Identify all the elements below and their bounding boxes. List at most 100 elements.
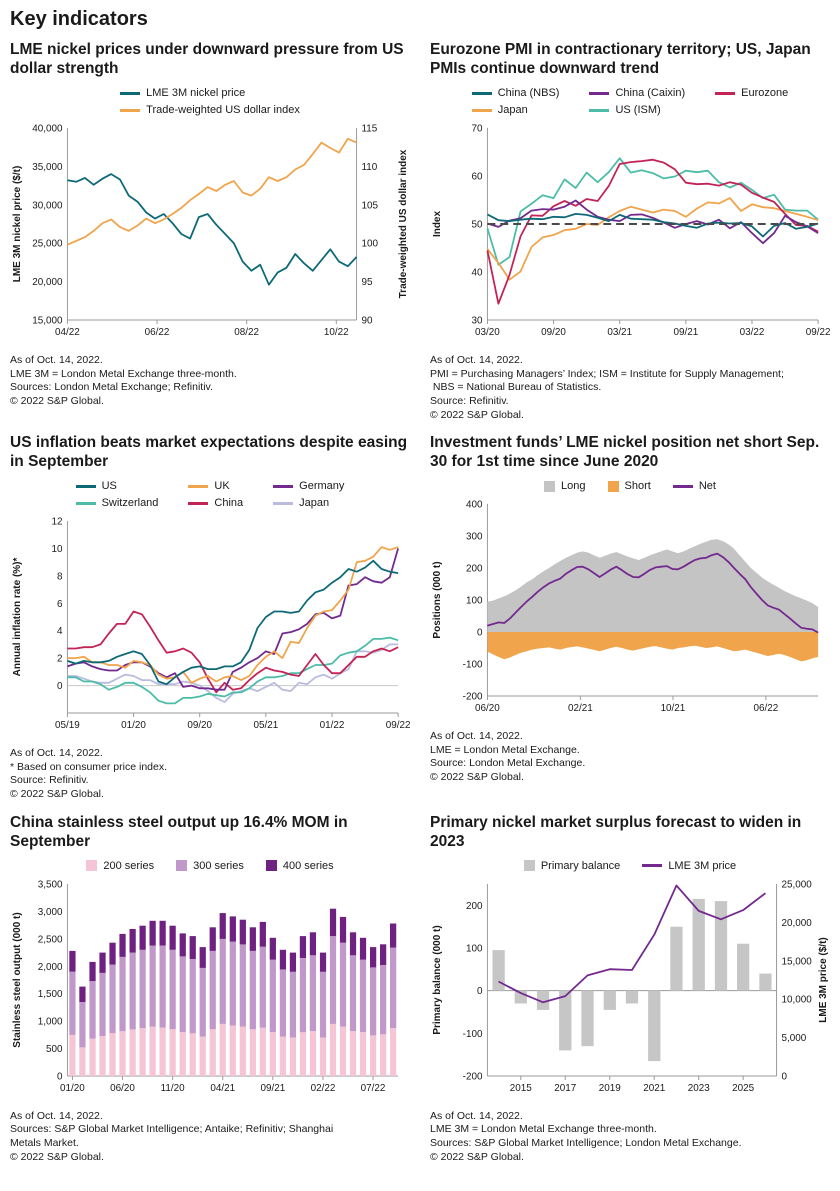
- panel-stainless-output: China stainless steel output up 16.4% MO…: [10, 814, 410, 1165]
- svg-text:-100: -100: [463, 660, 483, 671]
- japan-swatch: [273, 501, 294, 505]
- legend-label: China: [214, 497, 244, 510]
- svg-text:30: 30: [471, 315, 482, 326]
- series-us: [67, 560, 399, 686]
- svg-text:06/22: 06/22: [753, 703, 778, 714]
- svg-text:06/22: 06/22: [145, 327, 170, 338]
- series-japan: [486, 197, 819, 281]
- legend-item-uk: UK: [188, 480, 230, 493]
- legend-label: China (Caixin): [615, 87, 686, 99]
- legend-label: China (NBS): [497, 87, 560, 99]
- svg-text:1,500: 1,500: [38, 989, 63, 1000]
- lme-3m-price-swatch: [642, 864, 663, 868]
- svg-text:20,000: 20,000: [781, 918, 812, 929]
- nickel-balance-chart: -200 -100 0 100 200 0 5,000 10,000 15,000 20,000 2…: [432, 879, 829, 1094]
- panel-title: US inflation beats market expectations d…: [10, 434, 408, 471]
- legend-label: Japan: [299, 497, 330, 510]
- series-short: [487, 632, 819, 662]
- short-swatch: [607, 480, 619, 492]
- svg-text:70: 70: [471, 123, 482, 134]
- series-lme-3m-nickel-price: [67, 173, 358, 286]
- svg-text:3,500: 3,500: [38, 879, 63, 890]
- lme-positions-chart: -200 -100 0 100 200 300 400 Positions (000 t) 06…: [432, 500, 819, 714]
- svg-text:05/19: 05/19: [55, 720, 80, 731]
- chart-footnotes: As of Oct. 14, 2022. LME = London Metal …: [430, 730, 586, 784]
- svg-text:Stainless steel output (000 t): Stainless steel output (000 t): [12, 912, 23, 1047]
- series-lme-3m-price: [498, 884, 766, 1003]
- svg-text:01/22: 01/22: [320, 720, 345, 731]
- chart-legend: 200 series 300 series 400 series: [10, 860, 410, 872]
- svg-text:0: 0: [57, 681, 63, 692]
- svg-text:Index: Index: [432, 210, 443, 237]
- legend-label: Short: [624, 480, 651, 493]
- legend-label: Switzerland: [101, 497, 159, 510]
- legend-item-lme-3m-price: LME 3M price: [642, 860, 736, 872]
- chart-footnotes: As of Oct. 14, 2022. LME 3M = London Met…: [10, 354, 237, 407]
- svg-text:09/21: 09/21: [260, 1083, 285, 1094]
- svg-text:110: 110: [361, 162, 377, 173]
- legend-label: US: [101, 480, 117, 493]
- long-swatch: [544, 480, 556, 492]
- svg-text:-100: -100: [463, 1029, 483, 1040]
- svg-text:04/22: 04/22: [55, 327, 80, 338]
- legend-item-lme-3m-nickel-price: LME 3M nickel price: [120, 87, 245, 99]
- chart-footnotes: As of Oct. 14, 2022. PMI = Purchasing Ma…: [430, 354, 784, 421]
- china-nbs-swatch: [471, 91, 492, 95]
- legend-item-us-ism: US (ISM): [589, 104, 661, 116]
- svg-text:500: 500: [46, 1044, 63, 1055]
- legend-item-primary-balance: Primary balance: [523, 859, 621, 872]
- series-china-nbs: [487, 213, 819, 238]
- svg-text:0: 0: [477, 986, 483, 997]
- legend-label: LME 3M price: [668, 859, 737, 872]
- legend-label: Primary balance: [540, 859, 621, 872]
- svg-text:LME 3M nickel price ($/t): LME 3M nickel price ($/t): [12, 166, 23, 283]
- lme-3m-nickel-price-swatch: [120, 91, 141, 95]
- svg-text:07/22: 07/22: [361, 1083, 386, 1094]
- svg-text:200: 200: [466, 901, 483, 912]
- svg-text:03/21: 03/21: [607, 327, 632, 338]
- svg-text:2: 2: [57, 654, 63, 665]
- svg-text:08/22: 08/22: [234, 327, 259, 338]
- series-net: [487, 552, 819, 634]
- svg-text:50: 50: [471, 219, 482, 230]
- svg-text:105: 105: [361, 200, 378, 211]
- legend-label: UK: [214, 480, 230, 493]
- panel-nickel-balance: Primary nickel market surplus forecast t…: [430, 814, 830, 1165]
- legend-item-400-series: 400 series: [265, 859, 334, 872]
- series-switzerland: [67, 636, 399, 705]
- svg-text:100: 100: [361, 239, 378, 250]
- chart-legend: Long Short Net: [430, 480, 830, 492]
- chart-footnotes: As of Oct. 14, 2022. LME 3M = London Met…: [430, 1109, 742, 1163]
- svg-text:0: 0: [781, 1071, 787, 1082]
- svg-text:-200: -200: [463, 1071, 483, 1082]
- svg-text:6: 6: [57, 599, 63, 610]
- germany-swatch: [273, 484, 294, 488]
- legend-label: Japan: [497, 104, 528, 116]
- panel-lme-positions: Investment funds’ LME nickel position ne…: [430, 434, 830, 802]
- svg-text:10: 10: [51, 544, 62, 555]
- svg-text:2025: 2025: [732, 1083, 754, 1094]
- legend-label: LME 3M nickel price: [146, 87, 246, 99]
- legend-item-switzerland: Switzerland: [75, 497, 159, 510]
- net-swatch: [672, 484, 693, 488]
- svg-text:40,000: 40,000: [32, 123, 63, 134]
- svg-text:35,000: 35,000: [32, 162, 63, 173]
- svg-text:09/20: 09/20: [187, 720, 212, 731]
- legend-label: Long: [561, 480, 586, 493]
- svg-text:100: 100: [466, 596, 483, 607]
- series-us-ism: [486, 157, 819, 266]
- svg-text:8: 8: [57, 572, 63, 583]
- svg-text:06/20: 06/20: [110, 1083, 135, 1094]
- svg-text:60: 60: [471, 171, 482, 182]
- legend-label: 400 series: [282, 859, 334, 872]
- svg-text:2,500: 2,500: [38, 934, 63, 945]
- svg-text:Trade-weighted US dollar index: Trade-weighted US dollar index: [398, 149, 409, 298]
- series-china-caixin: [487, 199, 819, 245]
- chart-legend: LME 3M nickel price Trade-weighted US dol…: [120, 87, 300, 116]
- svg-text:15,000: 15,000: [32, 315, 63, 326]
- legend-item-net: Net: [672, 480, 716, 493]
- legend-label: Net: [698, 480, 716, 493]
- series-china: [67, 610, 399, 694]
- svg-text:02/22: 02/22: [311, 1083, 336, 1094]
- svg-text:2019: 2019: [599, 1083, 621, 1094]
